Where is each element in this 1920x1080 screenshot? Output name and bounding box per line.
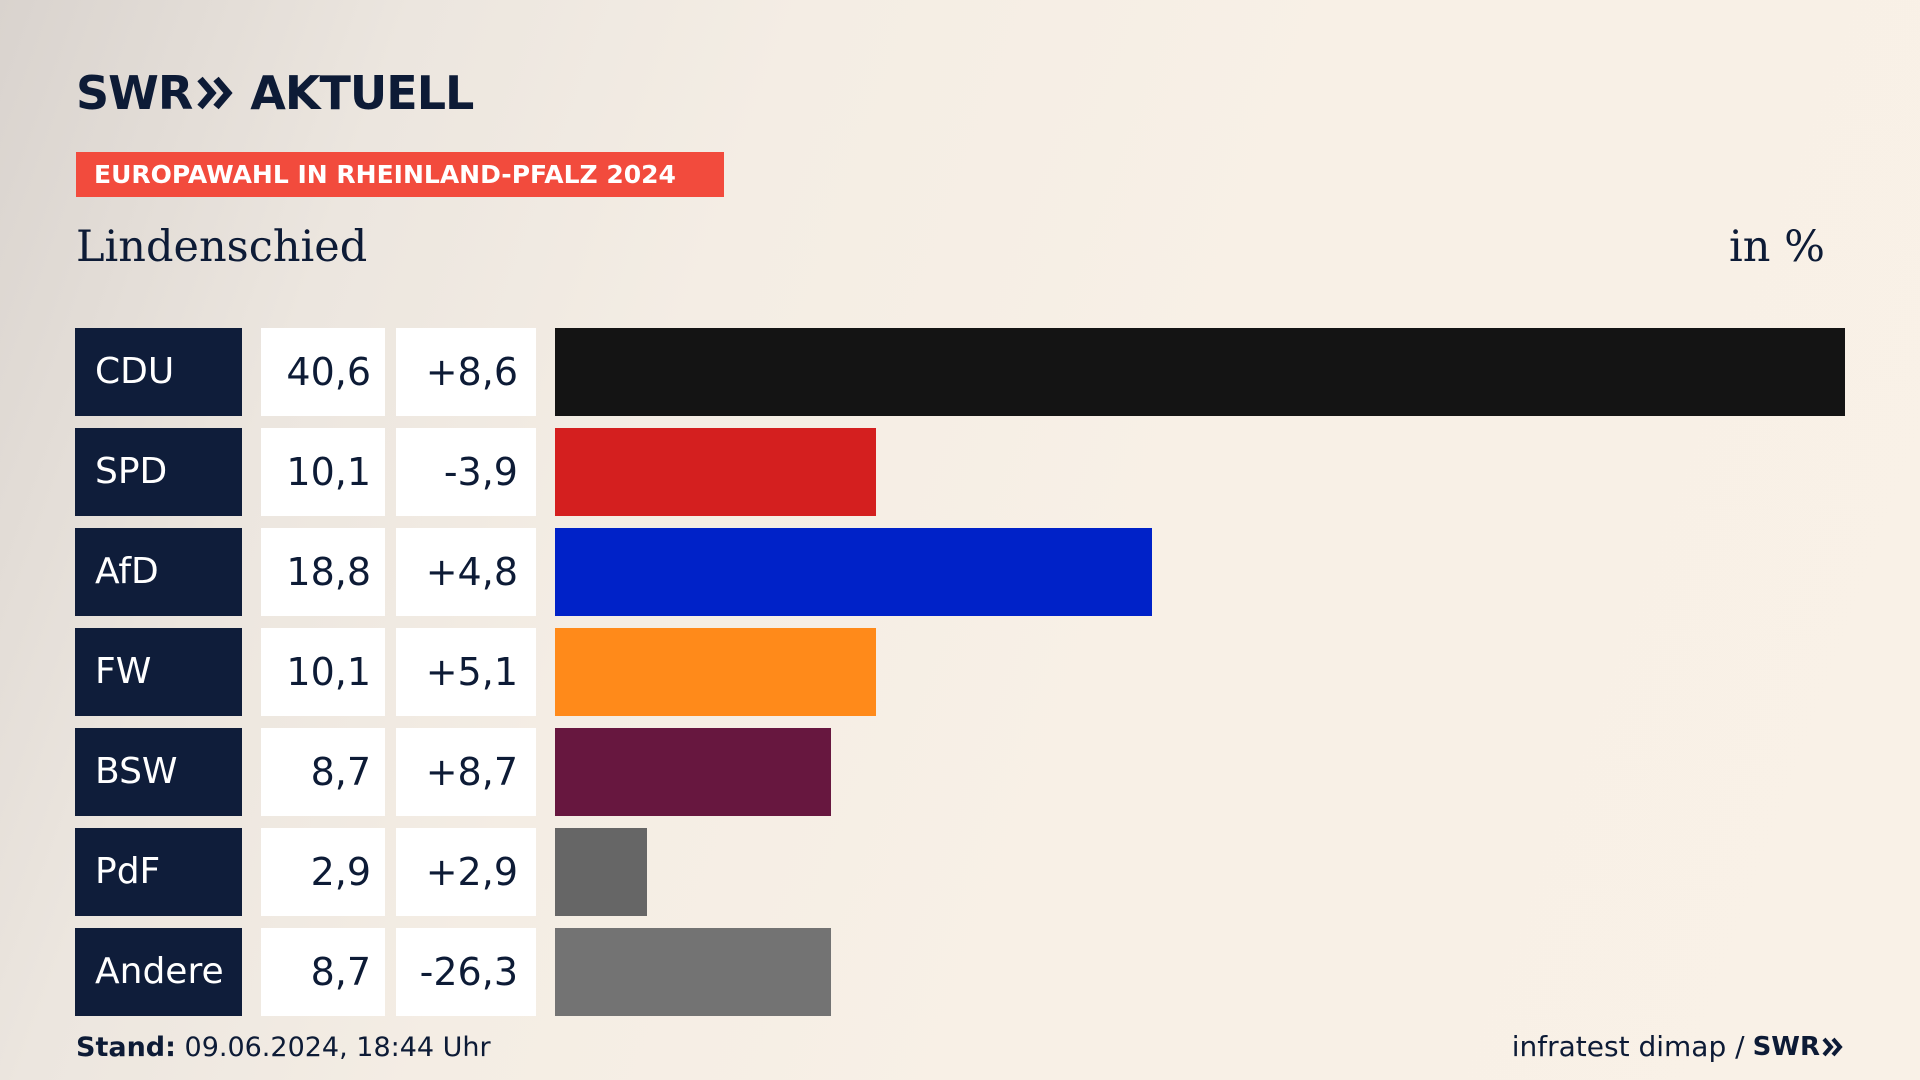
vote-share-label: 8,7 <box>261 728 385 816</box>
change-label: +8,6 <box>396 328 536 416</box>
stand-value: 09.06.2024, 18:44 Uhr <box>184 1032 491 1063</box>
vote-share-label: 10,1 <box>261 628 385 716</box>
double-chevron-icon <box>1822 1037 1843 1056</box>
change-label: -3,9 <box>396 428 536 516</box>
unit-label: in % <box>1729 222 1825 272</box>
vote-share-label: 10,1 <box>261 428 385 516</box>
bar <box>555 628 876 716</box>
swr-small-text: SWR <box>1752 1031 1820 1062</box>
bar <box>555 428 876 516</box>
party-label: AfD <box>75 528 242 616</box>
party-label: SPD <box>75 428 242 516</box>
vote-share-label: 8,7 <box>261 928 385 1016</box>
timestamp: Stand: 09.06.2024, 18:44 Uhr <box>76 1032 491 1063</box>
logo-name-text: AKTUELL <box>250 66 474 120</box>
vote-share-label: 40,6 <box>261 328 385 416</box>
source-credit: infratest dimap / SWR <box>1512 1030 1844 1063</box>
party-label: CDU <box>75 328 242 416</box>
double-chevron-icon <box>197 76 233 110</box>
change-label: +4,8 <box>396 528 536 616</box>
source-text: infratest dimap / <box>1511 1030 1745 1063</box>
bar <box>555 528 1152 616</box>
change-label: -26,3 <box>396 928 536 1016</box>
election-banner: EUROPAWAHL IN RHEINLAND-PFALZ 2024 <box>76 152 724 197</box>
bar <box>555 928 831 1016</box>
bar <box>555 828 647 916</box>
swr-small-logo: SWR <box>1753 1032 1844 1062</box>
stand-label: Stand: <box>76 1032 176 1063</box>
logo-swr-text: SWR <box>76 66 193 120</box>
vote-share-label: 2,9 <box>261 828 385 916</box>
swr-aktuell-logo: SWR AKTUELL <box>76 66 474 120</box>
bar <box>555 728 831 816</box>
party-label: FW <box>75 628 242 716</box>
change-label: +8,7 <box>396 728 536 816</box>
party-label: BSW <box>75 728 242 816</box>
party-label: PdF <box>75 828 242 916</box>
change-label: +5,1 <box>396 628 536 716</box>
party-label: Andere <box>75 928 242 1016</box>
change-label: +2,9 <box>396 828 536 916</box>
vote-share-label: 18,8 <box>261 528 385 616</box>
bar <box>555 328 1845 416</box>
location-title: Lindenschied <box>76 222 368 272</box>
